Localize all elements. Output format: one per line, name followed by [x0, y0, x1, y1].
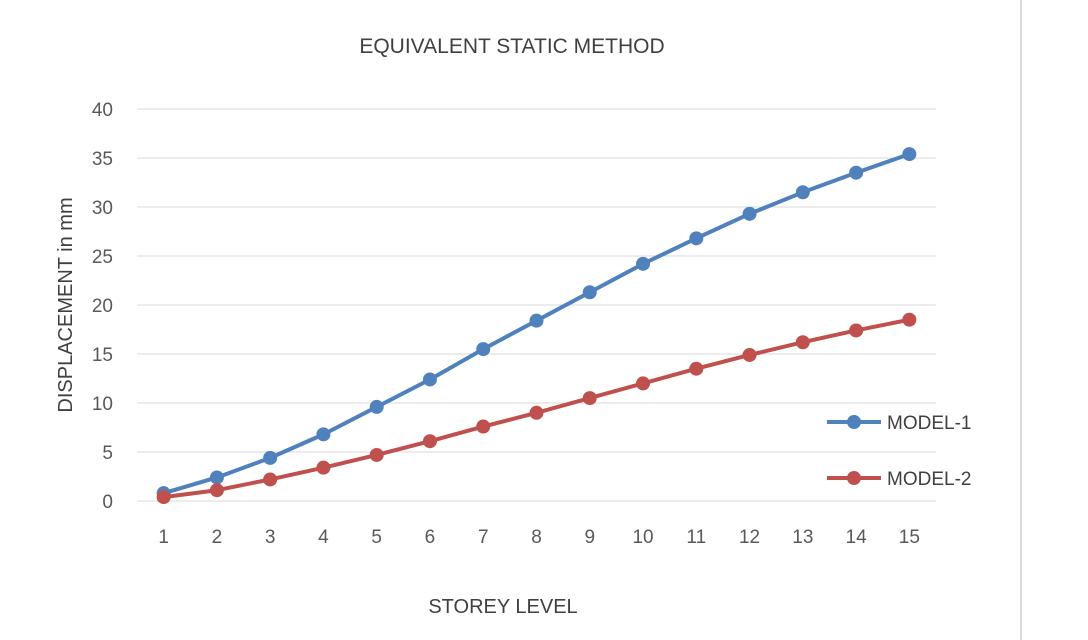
x-tick-label: 13 — [792, 527, 813, 548]
x-tick-label: 11 — [686, 527, 706, 548]
data-point — [582, 285, 597, 300]
x-tick-label: 6 — [425, 527, 436, 548]
x-tick-label: 2 — [212, 527, 223, 548]
x-tick-label: 12 — [739, 527, 760, 548]
data-point — [156, 490, 171, 505]
x-tick-label: 8 — [531, 527, 542, 548]
gridlines — [137, 108, 936, 502]
data-point — [263, 472, 278, 487]
data-point — [795, 335, 810, 350]
y-tick-label: 20 — [92, 296, 113, 317]
x-tick-label: 15 — [899, 527, 920, 548]
x-tick-label: 1 — [158, 527, 169, 548]
y-tick-label: 40 — [92, 100, 113, 121]
data-point — [689, 361, 704, 376]
y-tick-label: 10 — [92, 394, 113, 415]
chart-title: EQUIVALENT STATIC METHOD — [359, 35, 664, 58]
data-point — [422, 372, 437, 387]
data-point — [636, 256, 651, 271]
line-chart: EQUIVALENT STATIC METHOD 051015202530354… — [55, 35, 971, 618]
series-model-1 — [156, 147, 917, 501]
data-point — [742, 206, 757, 221]
y-tick-label: 35 — [92, 149, 113, 170]
data-point — [316, 460, 331, 475]
data-point — [902, 312, 917, 327]
x-axis-title: STOREY LEVEL — [428, 596, 577, 618]
data-point — [263, 450, 278, 465]
y-axis-title: DISPLACEMENT in mm — [55, 197, 77, 412]
legend-label: MODEL-1 — [887, 413, 971, 434]
data-point — [209, 483, 224, 498]
data-point — [209, 470, 224, 485]
legend-marker — [847, 415, 861, 429]
data-point — [849, 323, 864, 338]
y-tick-label: 30 — [92, 198, 113, 219]
x-tick-label: 9 — [584, 527, 595, 548]
x-tick-label: 4 — [318, 527, 329, 548]
data-point — [689, 231, 704, 246]
data-point — [902, 147, 917, 162]
legend-item-model-2: MODEL-2 — [827, 469, 971, 490]
legend: MODEL-1 MODEL-2 — [827, 413, 971, 490]
x-tick-label: 5 — [371, 527, 382, 548]
data-point — [849, 165, 864, 180]
legend-marker — [847, 471, 861, 485]
data-point — [369, 447, 384, 462]
y-tick-label: 0 — [102, 492, 113, 513]
series-layer — [156, 147, 917, 505]
y-tick-label: 25 — [92, 247, 113, 268]
data-point — [582, 391, 597, 406]
data-point — [476, 419, 491, 434]
x-axis-ticks: 1 2 3 4 5 6 7 8 9 10 11 12 13 14 15 — [158, 527, 920, 548]
data-point — [529, 313, 544, 328]
chart-area: EQUIVALENT STATIC METHOD 0 5 10 15 20 25 30 35 4… — [55, 0, 1022, 640]
y-tick-label: 5 — [102, 443, 113, 464]
y-tick-label: 15 — [92, 345, 113, 366]
x-tick-label: 14 — [846, 527, 868, 548]
data-point — [742, 347, 757, 362]
data-point — [369, 399, 384, 414]
series-model-2 — [156, 312, 917, 505]
x-tick-label: 10 — [632, 527, 653, 548]
y-axis-ticks: 0 5 10 15 20 25 30 35 40 — [92, 100, 113, 513]
legend-item-model-1: MODEL-1 — [827, 413, 971, 434]
x-tick-label: 3 — [265, 527, 276, 548]
data-point — [476, 342, 491, 357]
data-point — [636, 376, 651, 391]
x-tick-label: 7 — [478, 527, 489, 548]
data-point — [529, 405, 544, 420]
data-point — [316, 427, 331, 442]
data-point — [422, 434, 437, 449]
legend-label: MODEL-2 — [887, 469, 971, 490]
data-point — [795, 185, 810, 200]
